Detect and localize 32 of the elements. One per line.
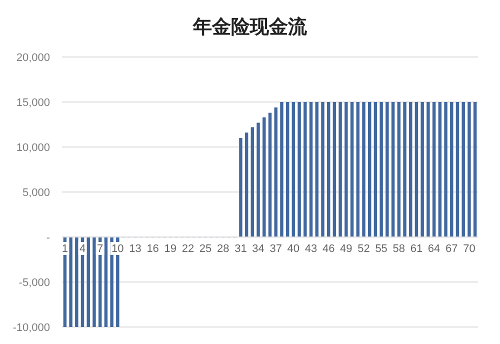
x-tick-label: 46 bbox=[322, 243, 335, 255]
x-tick-label: 34 bbox=[252, 243, 264, 255]
x-tick-label: 52 bbox=[358, 243, 370, 255]
x-tick-label: 40 bbox=[287, 243, 300, 255]
x-tick-label: 10 bbox=[112, 243, 124, 255]
y-tick-label: 10,000 bbox=[16, 142, 50, 154]
x-tick-label: 25 bbox=[199, 243, 212, 255]
x-tick-label: 67 bbox=[446, 243, 458, 255]
x-tick-label: 7 bbox=[97, 243, 104, 255]
y-tick-label: -5,000 bbox=[18, 277, 50, 289]
x-tick-label: 22 bbox=[182, 243, 194, 255]
x-tick-label: 37 bbox=[270, 243, 282, 255]
x-tick-label: 31 bbox=[234, 243, 247, 255]
y-tick-label: - bbox=[46, 232, 50, 244]
y-tick-label: 15,000 bbox=[16, 97, 50, 109]
x-tick-label: 64 bbox=[428, 243, 440, 255]
x-tick-label: 43 bbox=[304, 243, 318, 255]
chart-title: 年金险现金流 bbox=[192, 16, 308, 38]
x-tick-label: 49 bbox=[340, 243, 352, 255]
x-tick-label: 58 bbox=[392, 243, 406, 255]
x-tick-label: 16 bbox=[146, 243, 159, 255]
x-tick-label: 13 bbox=[129, 243, 142, 255]
x-tick-label: 61 bbox=[410, 243, 423, 255]
x-tick-label: 1 bbox=[62, 243, 68, 255]
x-tick-label: 19 bbox=[164, 243, 177, 255]
y-tick-label: 20,000 bbox=[16, 52, 50, 64]
y-tick-label: -10,000 bbox=[12, 322, 50, 334]
x-tick-label: 4 bbox=[79, 243, 86, 255]
x-tick-label: 55 bbox=[375, 243, 388, 255]
y-tick-label: 5,000 bbox=[22, 187, 50, 199]
x-tick-label: 28 bbox=[217, 243, 230, 255]
x-tick-label: 70 bbox=[463, 243, 476, 255]
